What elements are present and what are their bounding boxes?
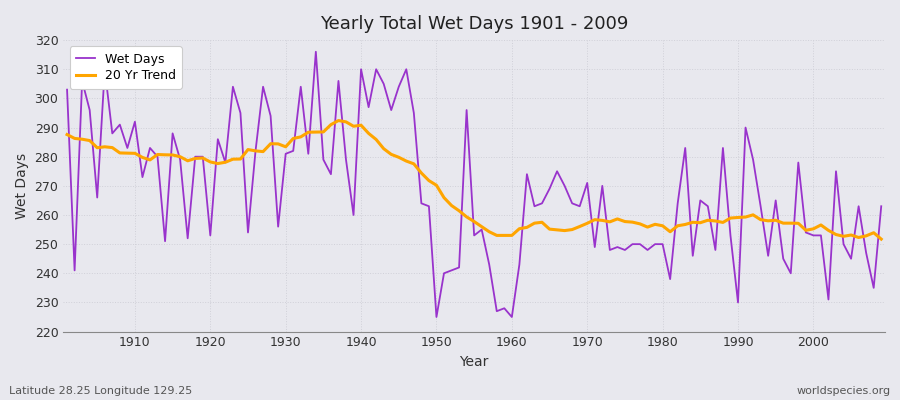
20 Yr Trend [62, 132, 73, 137]
Line: Wet Days: Wet Days [68, 52, 881, 317]
Title: Yearly Total Wet Days 1901 - 2009: Yearly Total Wet Days 1901 - 2009 [320, 15, 628, 33]
20 Yr Trend [507, 233, 517, 238]
Text: worldspecies.org: worldspecies.org [796, 386, 891, 396]
Wet Days [514, 262, 525, 267]
Wet Days [521, 172, 532, 176]
Wet Days [340, 157, 351, 162]
Wet Days [612, 245, 623, 250]
Wet Days [431, 315, 442, 320]
20 Yr Trend [122, 151, 133, 156]
20 Yr Trend [514, 226, 525, 231]
20 Yr Trend [288, 136, 299, 141]
Wet Days [310, 49, 321, 54]
Text: Latitude 28.25 Longitude 129.25: Latitude 28.25 Longitude 129.25 [9, 386, 193, 396]
20 Yr Trend [605, 220, 616, 224]
20 Yr Trend [876, 237, 886, 242]
20 Yr Trend [333, 118, 344, 123]
X-axis label: Year: Year [460, 355, 489, 369]
Y-axis label: Wet Days: Wet Days [15, 153, 29, 219]
20 Yr Trend [340, 120, 351, 124]
Wet Days [62, 87, 73, 92]
Wet Days [288, 148, 299, 153]
Legend: Wet Days, 20 Yr Trend: Wet Days, 20 Yr Trend [69, 46, 182, 89]
Wet Days [122, 146, 133, 150]
Line: 20 Yr Trend: 20 Yr Trend [68, 120, 881, 239]
Wet Days [876, 204, 886, 209]
